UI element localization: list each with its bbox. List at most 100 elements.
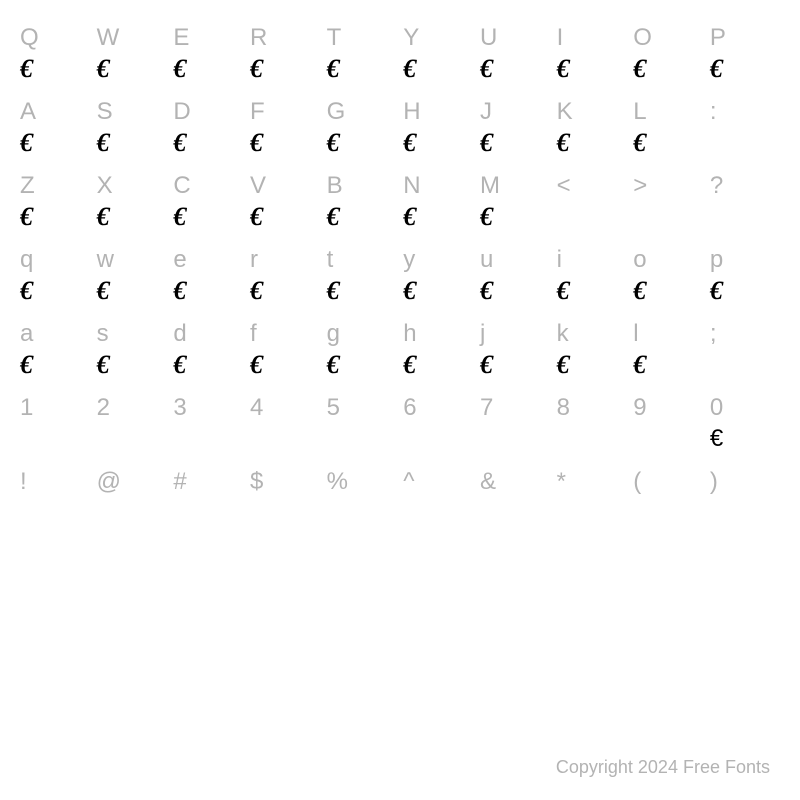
character-cell: # [173, 466, 243, 532]
glyph-display: € [250, 54, 263, 88]
character-cell: Y€ [403, 22, 473, 88]
key-label: ) [710, 466, 718, 498]
key-label: y [403, 244, 415, 276]
key-label: G [327, 96, 346, 128]
character-cell: M€ [480, 170, 550, 236]
key-label: g [327, 318, 340, 350]
glyph-display: € [633, 128, 646, 162]
character-cell: F€ [250, 96, 320, 162]
character-cell: i€ [557, 244, 627, 310]
character-cell: 5 [327, 392, 397, 458]
character-cell: w€ [97, 244, 167, 310]
key-label: N [403, 170, 420, 202]
glyph-display: € [173, 350, 186, 384]
key-label: W [97, 22, 120, 54]
key-label: 5 [327, 392, 340, 424]
key-label: J [480, 96, 492, 128]
key-label: < [557, 170, 571, 202]
character-cell: O€ [633, 22, 703, 88]
key-label: e [173, 244, 186, 276]
glyph-display: € [403, 276, 416, 310]
character-cell: & [480, 466, 550, 532]
character-cell: B€ [327, 170, 397, 236]
glyph-display: € [557, 350, 570, 384]
glyph-display: € [173, 128, 186, 162]
character-cell: V€ [250, 170, 320, 236]
glyph-display: € [480, 128, 493, 162]
key-label: K [557, 96, 573, 128]
key-label: a [20, 318, 33, 350]
key-label: 3 [173, 392, 186, 424]
character-cell: ! [20, 466, 90, 532]
character-cell: g€ [327, 318, 397, 384]
key-label: ( [633, 466, 641, 498]
key-label: i [557, 244, 562, 276]
glyph-display: € [710, 276, 723, 310]
key-label: 2 [97, 392, 110, 424]
key-label: q [20, 244, 33, 276]
character-cell: 9 [633, 392, 703, 458]
character-cell: I€ [557, 22, 627, 88]
glyph-display: € [97, 350, 110, 384]
character-cell: f€ [250, 318, 320, 384]
glyph-display: € [480, 202, 493, 236]
key-label: ^ [403, 466, 414, 498]
glyph-display: € [480, 54, 493, 88]
glyph-display: € [327, 202, 340, 236]
glyph-display: € [20, 54, 33, 88]
glyph-display: € [250, 128, 263, 162]
key-label: t [327, 244, 334, 276]
key-label: h [403, 318, 416, 350]
key-label: ? [710, 170, 723, 202]
key-label: R [250, 22, 267, 54]
glyph-display: € [327, 350, 340, 384]
character-row: !@#$%^&*() [20, 466, 780, 532]
character-cell: t€ [327, 244, 397, 310]
character-cell: 3 [173, 392, 243, 458]
key-label: @ [97, 466, 121, 498]
glyph-display: € [710, 54, 723, 88]
glyph-display: € [633, 350, 646, 384]
key-label: U [480, 22, 497, 54]
key-label: C [173, 170, 190, 202]
key-label: % [327, 466, 348, 498]
character-cell: S€ [97, 96, 167, 162]
glyph-display: € [97, 276, 110, 310]
character-cell: q€ [20, 244, 90, 310]
glyph-display: € [557, 128, 570, 162]
character-cell: 0€ [710, 392, 780, 458]
glyph-display: € [710, 424, 723, 458]
key-label: A [20, 96, 36, 128]
character-cell: d€ [173, 318, 243, 384]
key-label: # [173, 466, 186, 498]
character-row: 1234567890€ [20, 392, 780, 458]
glyph-display: € [97, 202, 110, 236]
character-cell: > [633, 170, 703, 236]
key-label: d [173, 318, 186, 350]
key-label: l [633, 318, 638, 350]
glyph-display: € [403, 350, 416, 384]
key-label: 1 [20, 392, 33, 424]
character-cell: s€ [97, 318, 167, 384]
character-cell: r€ [250, 244, 320, 310]
glyph-display: € [173, 54, 186, 88]
character-cell: ( [633, 466, 703, 532]
character-cell: 7 [480, 392, 550, 458]
glyph-display: € [633, 54, 646, 88]
glyph-display: € [20, 350, 33, 384]
key-label: s [97, 318, 109, 350]
key-label: O [633, 22, 652, 54]
key-label: F [250, 96, 265, 128]
character-row: A€S€D€F€G€H€J€K€L€: [20, 96, 780, 162]
character-cell: E€ [173, 22, 243, 88]
character-cell: N€ [403, 170, 473, 236]
key-label: k [557, 318, 569, 350]
glyph-display: € [480, 350, 493, 384]
character-cell: * [557, 466, 627, 532]
character-cell: 4 [250, 392, 320, 458]
key-label: w [97, 244, 114, 276]
key-label: T [327, 22, 342, 54]
key-label: X [97, 170, 113, 202]
character-cell: L€ [633, 96, 703, 162]
key-label: j [480, 318, 485, 350]
